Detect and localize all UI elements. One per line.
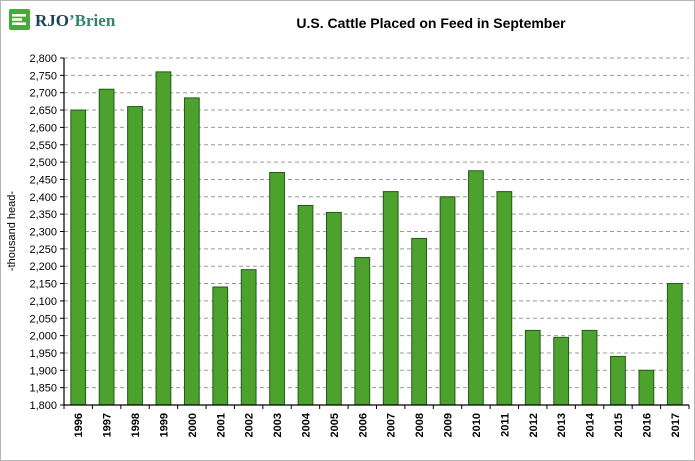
y-tick-label: 2,100 [29,296,57,308]
x-tick-label: 2009 [443,413,455,437]
bar-1999 [155,71,172,406]
y-tick-label: 2,400 [29,192,57,204]
x-tick-label: 2013 [556,413,568,437]
bar-2003 [269,172,285,406]
x-tick-label: 2016 [641,413,653,437]
x-tick-label: 2017 [670,413,682,437]
bar-2007 [382,191,399,406]
bar-2002 [240,269,257,406]
bar-2016 [638,369,655,406]
x-tick-label: 2008 [414,413,426,437]
logo-mark-stripe [12,18,22,21]
logo-text-primary: RJO [35,11,69,30]
bar-1997 [98,88,115,406]
y-axis-title: -thousand head- [6,191,18,271]
y-tick-label: 2,600 [29,122,57,134]
bar-2006 [354,257,371,406]
x-tick-label: 1997 [102,413,114,437]
bar-2013 [553,336,570,406]
x-tick-label: 2014 [585,412,597,437]
x-tick-label: 2010 [471,413,483,437]
x-tick-label: 2002 [244,413,256,437]
x-tick-label: 2015 [613,413,625,437]
bar-2014 [581,329,598,406]
y-tick-label: 2,350 [29,209,57,221]
bar-2011 [496,191,513,406]
x-tick-label: 2001 [215,413,227,437]
y-tick-label: 2,050 [29,313,57,325]
x-tick-label: 1998 [130,413,142,437]
bar-2005 [326,211,342,406]
bar-2000 [183,97,200,406]
y-tick-label: 2,500 [29,157,57,169]
y-tick-label: 2,700 [29,88,57,100]
bar-2009 [439,196,456,406]
y-tick-label: 2,000 [29,331,57,343]
bar-2008 [411,237,427,406]
bar-2004 [297,204,314,406]
y-tick-label: 2,550 [29,140,57,152]
y-tick-label: 1,950 [29,348,57,360]
logo-svg: RJO’Brien [9,9,116,30]
x-tick-label: 2012 [528,413,540,437]
bar-2010 [468,170,484,406]
y-tick-label: 2,250 [29,244,57,256]
bar-1996 [70,109,87,406]
x-tick-label: 2003 [272,413,284,437]
x-tick-label: 2000 [187,413,199,437]
x-tick-label: 2011 [499,413,511,437]
logo-text-secondary: ’Brien [69,11,116,30]
rjo-brien-logo: RJO’Brien [8,6,148,39]
x-tick-label: 2006 [357,413,369,437]
y-tick-label: 2,750 [29,70,57,82]
y-tick-label: 2,200 [29,261,57,273]
y-tick-label: 1,900 [29,365,57,377]
x-tick-label: 1996 [73,413,85,437]
bar-2012 [524,329,541,406]
logo-mark-stripe [12,22,26,25]
y-tick-label: 1,850 [29,383,57,395]
x-tick-label: 1999 [158,413,170,437]
x-tick-label: 2004 [300,412,312,437]
y-tick-label: 2,450 [29,174,57,186]
chart-title: U.S. Cattle Placed on Feed in September [296,15,566,31]
x-tick-label: 2005 [329,413,341,437]
bar-2017 [666,283,683,406]
bar-2015 [610,355,626,406]
x-tick-label: 2007 [386,413,398,437]
logo-text: RJO’Brien [35,11,116,30]
bar-2001 [212,286,229,406]
bar-1998 [127,106,143,406]
y-tick-label: 2,800 [29,53,57,65]
y-tick-label: 2,300 [29,227,57,239]
y-tick-label: 2,650 [29,105,57,117]
y-tick-label: 1,800 [29,400,57,412]
logo-mark-stripe [12,14,26,17]
y-tick-label: 2,150 [29,279,57,291]
